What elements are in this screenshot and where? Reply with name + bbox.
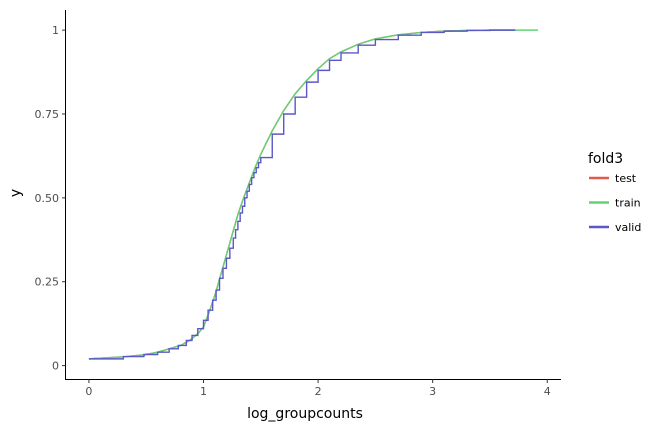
y-ticks: 0 0.25 0.50 0.75 1 bbox=[35, 24, 66, 373]
y-tick-label: 0 bbox=[52, 360, 59, 373]
y-tick-label: 1 bbox=[52, 24, 59, 37]
series-line-train bbox=[88, 29, 539, 360]
x-ticks: 0 1 2 3 4 bbox=[85, 379, 551, 398]
y-axis-title: y bbox=[8, 189, 24, 197]
y-tick-label: 0.50 bbox=[35, 192, 60, 205]
x-tick-label: 3 bbox=[429, 385, 436, 398]
series-line-valid bbox=[88, 29, 516, 360]
x-tick-label: 1 bbox=[200, 385, 207, 398]
x-tick-label: 0 bbox=[85, 385, 92, 398]
legend-title: fold3 bbox=[588, 151, 623, 167]
x-tick-label: 2 bbox=[315, 385, 322, 398]
series-line-test bbox=[88, 29, 516, 360]
legend-label-test: test bbox=[615, 172, 637, 185]
legend: fold3 test train valid bbox=[588, 151, 641, 234]
y-tick-label: 0.25 bbox=[35, 276, 60, 289]
legend-items: test train valid bbox=[589, 172, 641, 234]
x-axis-title: log_groupcounts bbox=[247, 406, 363, 422]
legend-label-valid: valid bbox=[615, 221, 641, 234]
legend-label-train: train bbox=[615, 197, 641, 210]
plot-lines bbox=[88, 29, 539, 360]
y-tick-label: 0.75 bbox=[35, 108, 60, 121]
x-tick-label: 4 bbox=[544, 385, 551, 398]
